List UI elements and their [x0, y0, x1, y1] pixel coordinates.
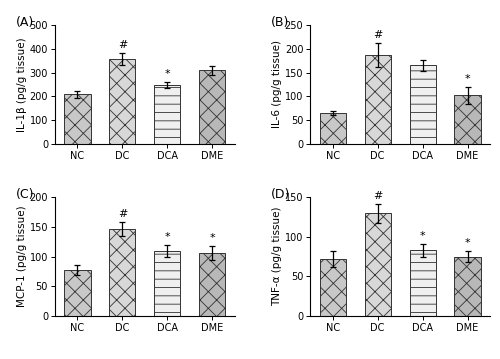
Bar [364, 213, 390, 316]
Y-axis label: IL-6 (pg/g tissue): IL-6 (pg/g tissue) [272, 41, 282, 129]
Text: #: # [118, 40, 127, 50]
Text: *: * [164, 232, 170, 242]
Text: (D): (D) [270, 188, 290, 201]
Bar [64, 94, 90, 144]
Text: *: * [210, 233, 215, 243]
Bar [200, 70, 226, 144]
Bar [454, 95, 480, 144]
Text: #: # [373, 30, 382, 40]
Bar [320, 259, 345, 316]
Text: (B): (B) [270, 16, 289, 29]
Bar [410, 65, 436, 144]
Bar [64, 270, 90, 316]
Bar [110, 229, 136, 316]
Text: #: # [373, 191, 382, 201]
Bar [454, 257, 480, 316]
Bar [200, 253, 226, 316]
Text: #: # [118, 209, 127, 219]
Text: *: * [464, 238, 470, 248]
Text: (A): (A) [16, 16, 34, 29]
Bar [154, 251, 180, 316]
Bar [110, 59, 136, 144]
Bar [364, 55, 390, 144]
Text: *: * [420, 231, 426, 241]
Bar [154, 85, 180, 144]
Y-axis label: IL-1β (pg/g tissue): IL-1β (pg/g tissue) [17, 37, 27, 132]
Bar [410, 250, 436, 316]
Text: (C): (C) [16, 188, 34, 201]
Y-axis label: MCP-1 (pg/g tissue): MCP-1 (pg/g tissue) [17, 206, 27, 307]
Bar [320, 113, 345, 144]
Y-axis label: TNF-α (pg/g tissue): TNF-α (pg/g tissue) [272, 207, 282, 306]
Text: *: * [164, 69, 170, 79]
Text: *: * [464, 74, 470, 84]
